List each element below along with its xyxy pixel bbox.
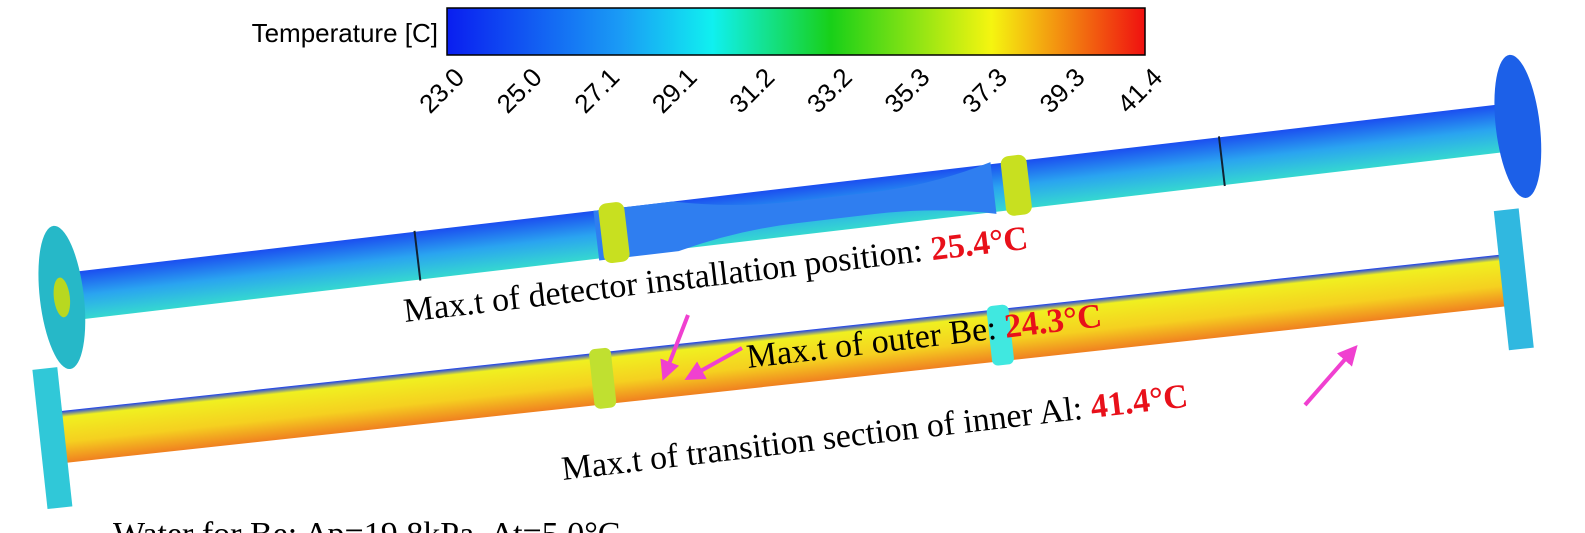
colorbar-tick-label: 41.4 <box>1111 62 1168 119</box>
annotation-label: Max.t of transition section of inner Al: <box>560 390 1085 488</box>
footer: Water for Be: Δp=19.8kPa, Δt=5.0°C <box>113 516 620 533</box>
colorbar-tick-label: 29.1 <box>646 62 703 119</box>
colorbar-tick-label: 27.1 <box>568 62 625 119</box>
page: {"colorbar": {"label": "Temperature [C]"… <box>0 0 1585 533</box>
colorbar-label: Temperature [C] <box>252 18 438 48</box>
arrow <box>1305 348 1355 405</box>
colorbar <box>447 8 1145 55</box>
colorbar-tick-label: 33.2 <box>801 62 858 119</box>
colorbar-tick-label: 35.3 <box>878 62 935 119</box>
colorbar-tick-label: 37.3 <box>956 62 1013 119</box>
colorbar-tick-label: 39.3 <box>1034 62 1091 119</box>
annotation-value: 25.4°C <box>929 220 1030 268</box>
colorbar-tick-label: 23.0 <box>413 62 470 119</box>
figure: Temperature [C] 23.0 25.0 27.1 29.1 31.2 33.2… <box>0 0 1585 533</box>
colorbar-tick-label: 31.2 <box>723 62 780 119</box>
colorbar-tick-label: 25.0 <box>491 62 548 119</box>
colorbar-ticks: 23.0 25.0 27.1 29.1 31.2 33.2 35.3 37.3 39.3 41.4 <box>413 62 1168 119</box>
annotation-value: 41.4°C <box>1089 378 1190 426</box>
